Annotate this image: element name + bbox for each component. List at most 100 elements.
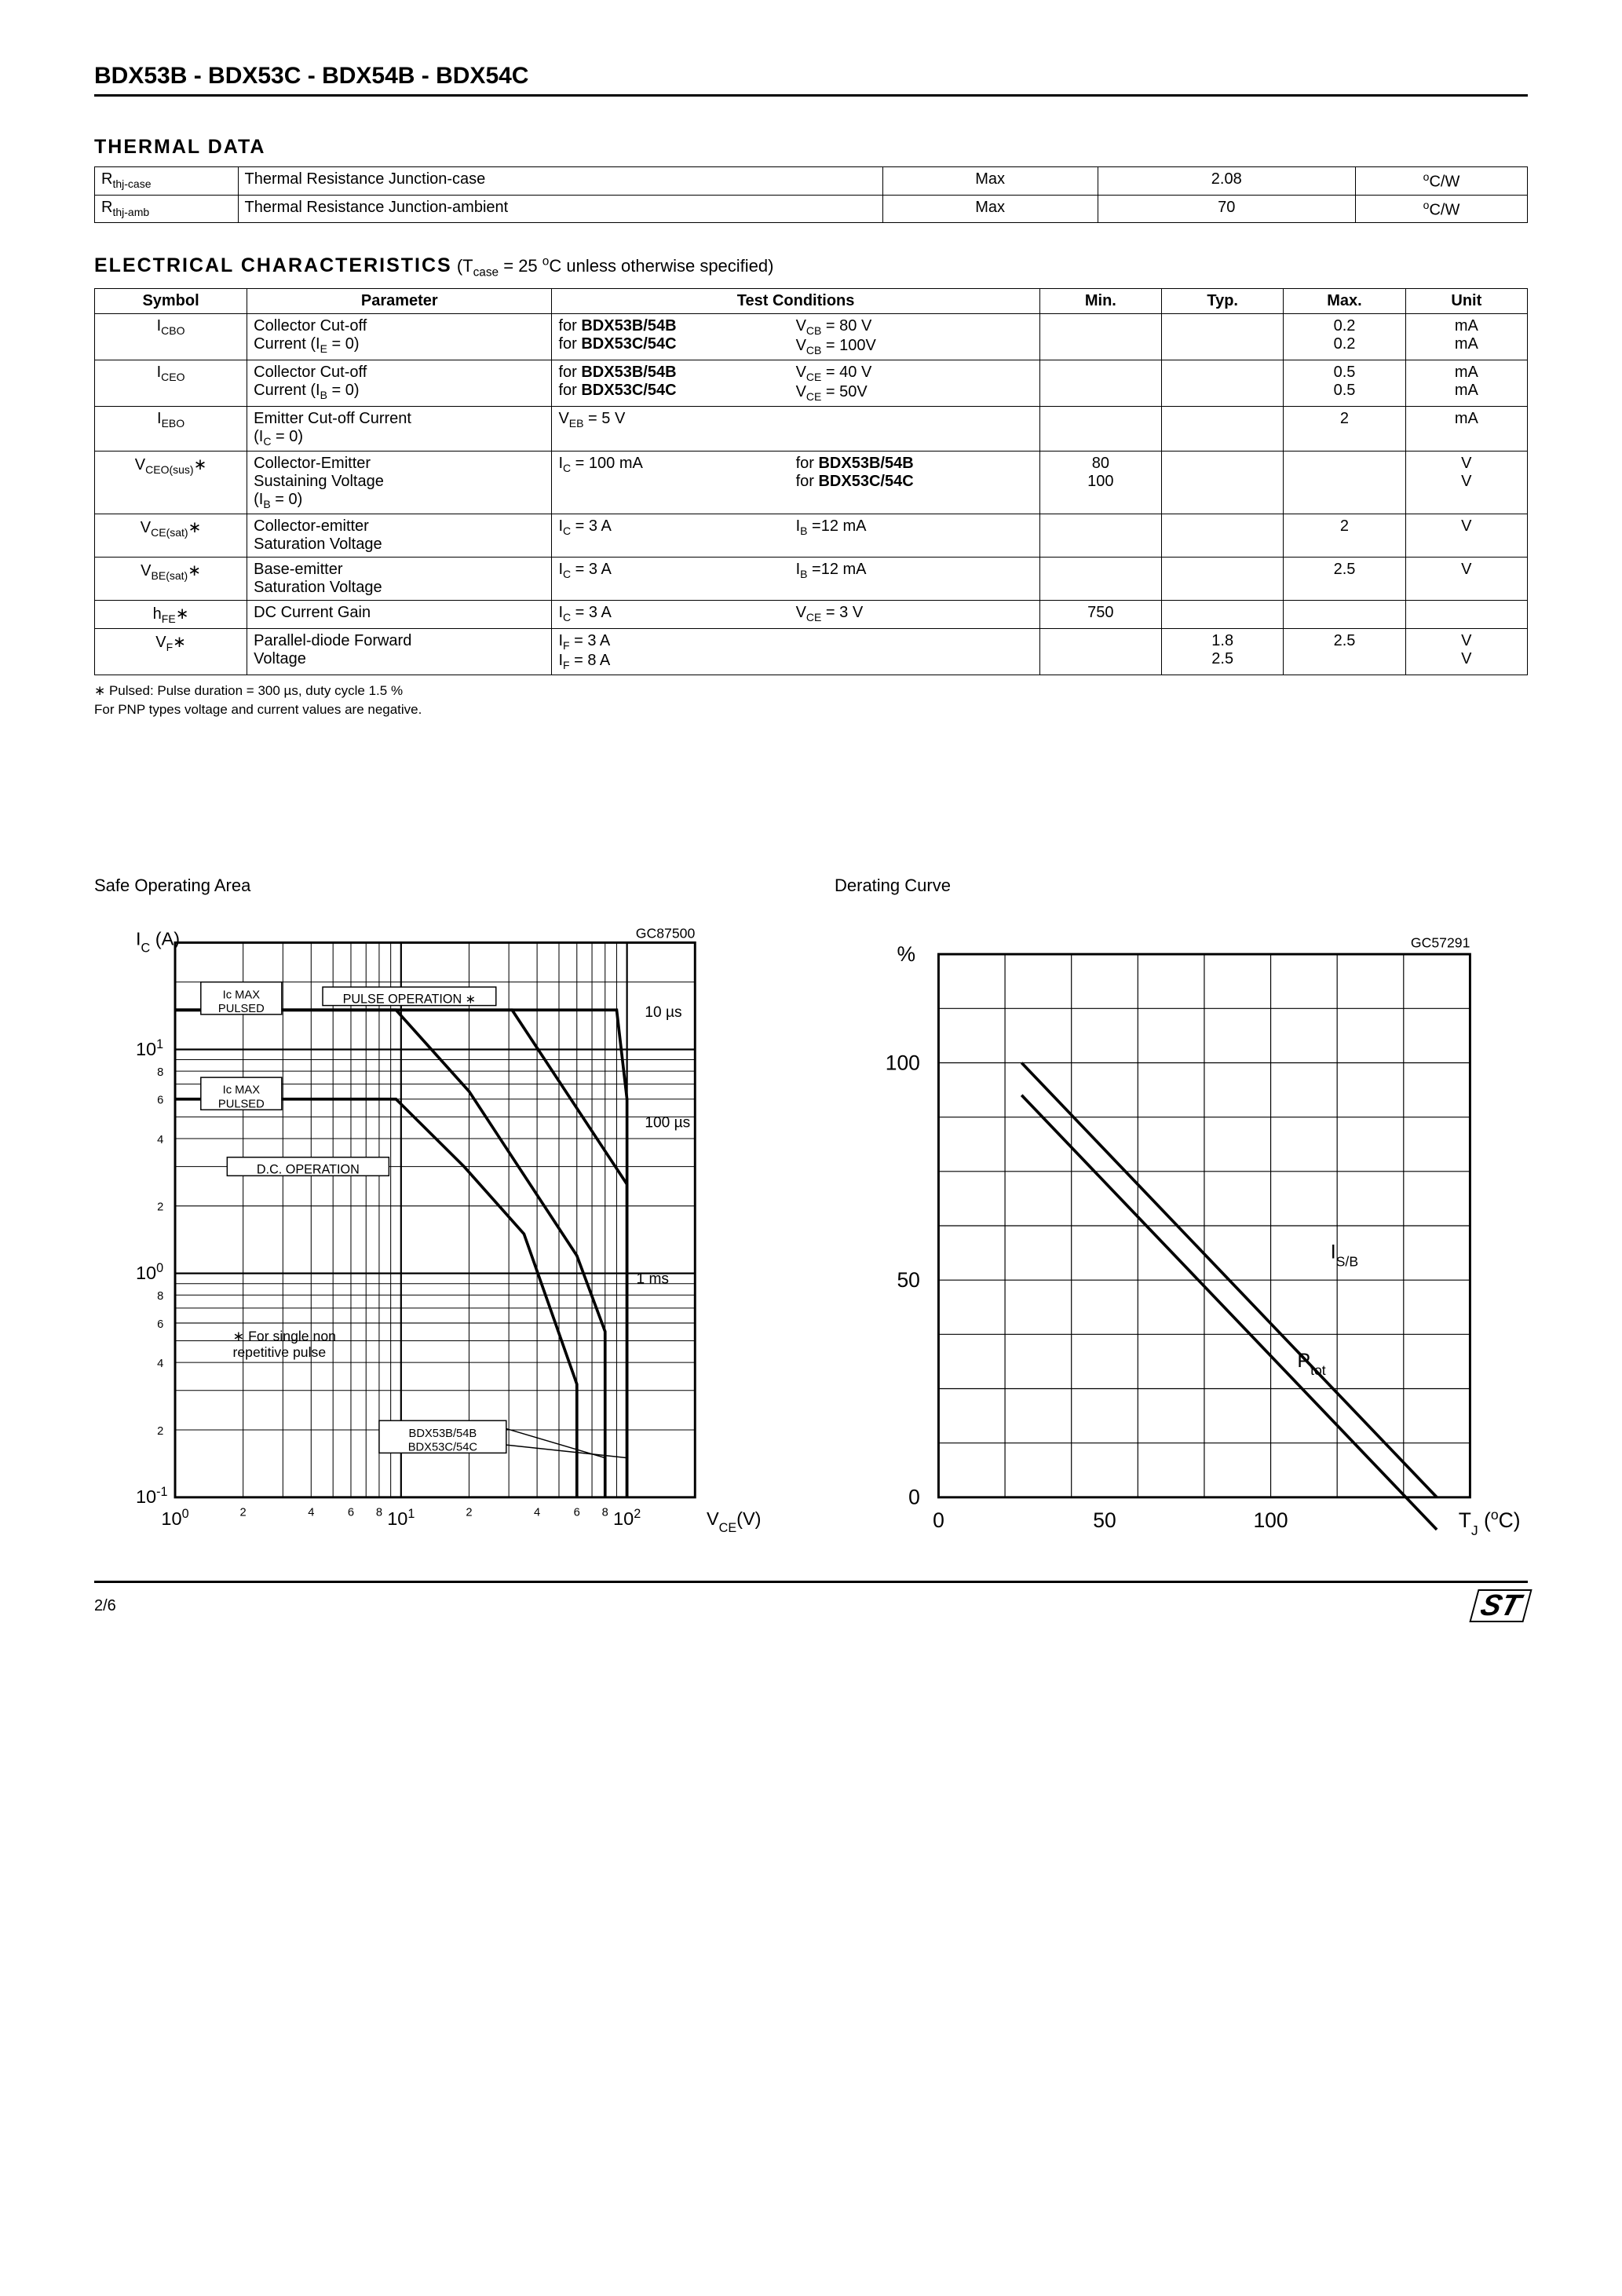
tc: EB (569, 417, 584, 430)
tc: CE (806, 390, 821, 403)
svg-text:∗ For single non: ∗ For single non (232, 1329, 335, 1344)
min: 100 (1087, 473, 1113, 490)
svg-text:8: 8 (157, 1066, 163, 1079)
star: ∗ (188, 519, 202, 536)
svg-text:8: 8 (602, 1507, 608, 1519)
param: (I (254, 428, 263, 445)
max: 2 (1284, 514, 1405, 557)
svg-text:PULSED: PULSED (218, 1099, 265, 1111)
th: Max. (1284, 288, 1405, 313)
typ (1162, 514, 1284, 557)
star: ∗ (188, 562, 201, 579)
sym: h (153, 605, 162, 623)
heading-text: ELECTRICAL CHARACTERISTICS (94, 254, 452, 276)
thermal-heading: THERMAL DATA (94, 136, 1528, 159)
param: Emitter Cut-off Current (254, 410, 411, 427)
param-sub: C (263, 435, 271, 448)
sym-sub: EBO (162, 417, 185, 430)
svg-text:GC57291: GC57291 (1411, 935, 1470, 951)
typ: 2.5 (1211, 650, 1233, 667)
svg-text:IS/B: IS/B (1331, 1241, 1358, 1270)
tc: CE (806, 371, 821, 383)
tc: = 80 V (821, 317, 871, 335)
derating-chart: 050100050100%TJ (oC)GC57291IS/BPtot (835, 919, 1528, 1567)
svg-text:6: 6 (348, 1507, 354, 1519)
tc: for (558, 335, 581, 353)
svg-text:2: 2 (466, 1507, 472, 1519)
svg-text:10-1: 10-1 (136, 1485, 168, 1507)
min: 750 (1039, 600, 1161, 628)
tc: CB (806, 324, 821, 337)
table-row: VF∗ Parallel-diode ForwardVoltage IF = 3… (95, 628, 1528, 675)
param: = 0) (327, 382, 360, 399)
typ (1162, 600, 1284, 628)
param-sub: B (263, 498, 270, 510)
cond-a: (T (452, 256, 473, 276)
page-number: 2/6 (94, 1597, 116, 1615)
th: Symbol (95, 288, 247, 313)
unit: C/W (1429, 201, 1459, 218)
svg-text:PULSE OPERATION ∗: PULSE OPERATION ∗ (343, 993, 477, 1007)
param: Collector Cut-off (254, 364, 367, 381)
val: 70 (1098, 195, 1356, 223)
table-row: VCE(sat)∗ Collector-emitterSaturation Vo… (95, 514, 1528, 557)
th: Test Conditions (552, 288, 1039, 313)
max (1284, 600, 1405, 628)
svg-text:6: 6 (574, 1507, 580, 1519)
cond-c: C unless otherwise specified) (549, 256, 773, 276)
svg-text:BDX53C/54C: BDX53C/54C (408, 1442, 478, 1454)
sym-sub: thj-amb (112, 206, 149, 218)
svg-text:4: 4 (308, 1507, 314, 1519)
svg-text:100: 100 (136, 1261, 163, 1283)
svg-text:TJ (oC): TJ (oC) (1459, 1507, 1521, 1538)
svg-text:PULSED: PULSED (218, 1003, 265, 1015)
max: 2 (1284, 406, 1405, 451)
tc: V (796, 383, 806, 400)
thermal-table: Rthj-case Thermal Resistance Junction-ca… (94, 166, 1528, 223)
min (1039, 360, 1161, 406)
table-header: Symbol Parameter Test Conditions Min. Ty… (95, 288, 1528, 313)
max: 0.2 (1334, 317, 1356, 335)
tc: = 3 A (571, 517, 612, 535)
max: 2.5 (1284, 557, 1405, 600)
tc: C (563, 611, 571, 623)
footnote: ∗ Pulsed: Pulse duration = 300 µs, duty … (94, 682, 1528, 700)
tc: for (796, 473, 819, 490)
unit: V (1461, 632, 1471, 649)
tc: BDX53C/54C (581, 335, 676, 353)
param: Thermal Resistance Junction-ambient (238, 195, 882, 223)
svg-text:100: 100 (1253, 1508, 1288, 1532)
sym: V (135, 456, 145, 473)
table-row: hFE∗ DC Current Gain IC = 3 A VCE = 3 V … (95, 600, 1528, 628)
sym-sub: CEO (161, 371, 184, 383)
tc: = 3 V (821, 604, 863, 621)
svg-text:1 ms: 1 ms (637, 1271, 669, 1288)
unit: V (1461, 650, 1471, 667)
soa-chart-title: Safe Operating Area (94, 876, 787, 896)
svg-text:VCE(V): VCE(V) (707, 1508, 762, 1535)
tc: F (563, 639, 570, 652)
table-row: ICBO Collector Cut-offCurrent (IE = 0) f… (95, 313, 1528, 360)
sym-sub: CBO (161, 324, 184, 337)
param: (I (254, 491, 263, 508)
min (1039, 406, 1161, 451)
cond: Max (882, 195, 1098, 223)
sym: R (101, 199, 112, 216)
svg-text:4: 4 (157, 1358, 163, 1370)
tc: C (563, 568, 571, 580)
tc: BDX53B/54B (581, 317, 676, 335)
tc: V (558, 410, 568, 427)
tc: = 40 V (821, 364, 871, 381)
svg-text:101: 101 (387, 1507, 415, 1529)
svg-text:IC (A): IC (A) (136, 929, 180, 956)
unit (1405, 600, 1527, 628)
svg-text:4: 4 (534, 1507, 540, 1519)
min (1039, 313, 1161, 360)
tc: = 5 V (583, 410, 625, 427)
max: 2.5 (1284, 628, 1405, 675)
tc: CB (806, 344, 821, 356)
tc: for (558, 382, 581, 399)
sym: V (141, 562, 151, 579)
table-row: VBE(sat)∗ Base-emitterSaturation Voltage… (95, 557, 1528, 600)
page-title: BDX53B - BDX53C - BDX54B - BDX54C (94, 63, 1528, 97)
